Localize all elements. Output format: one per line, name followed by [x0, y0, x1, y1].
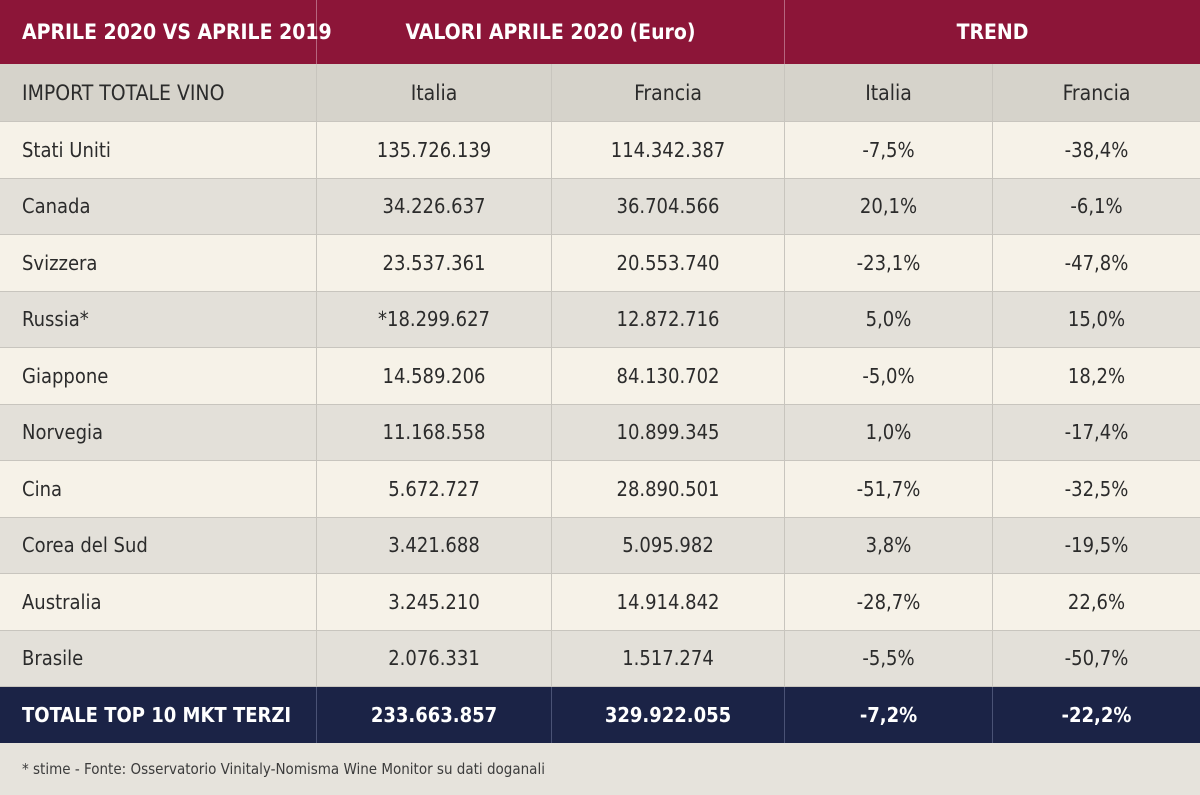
italia-value-cell: *18.299.627	[317, 291, 552, 348]
table-row: Russia* *18.299.627 12.872.716 5,0% 15,0…	[0, 291, 1200, 348]
francia-value-cell: 36.704.566	[552, 178, 785, 235]
table-row: Svizzera 23.537.361 20.553.740 -23,1% -4…	[0, 235, 1200, 292]
table-row: Stati Uniti 135.726.139 114.342.387 -7,5…	[0, 122, 1200, 179]
francia-trend-cell: -47,8%	[993, 235, 1200, 292]
table-row: Corea del Sud 3.421.688 5.095.982 3,8% -…	[0, 517, 1200, 574]
table-row: Norvegia 11.168.558 10.899.345 1,0% -17,…	[0, 404, 1200, 461]
francia-value-cell: 10.899.345	[552, 404, 785, 461]
italia-trend-cell: 3,8%	[785, 517, 993, 574]
italia-value-cell: 34.226.637	[317, 178, 552, 235]
italia-trend-cell: -7,5%	[785, 122, 993, 179]
total-francia-value: 329.922.055	[552, 687, 785, 743]
italia-trend-cell: -5,0%	[785, 348, 993, 405]
italia-value-cell: 14.589.206	[317, 348, 552, 405]
total-francia-trend: -22,2%	[1061, 703, 1132, 727]
francia-trend-cell: 22,6%	[993, 574, 1200, 631]
italia-value-cell: 11.168.558	[317, 404, 552, 461]
title-row: APRILE 2020 VS APRILE 2019 VALORI APRILE…	[0, 0, 1200, 64]
italia-value-cell: 2.076.331	[317, 630, 552, 687]
italia-trend-cell: -28,7%	[785, 574, 993, 631]
francia-trend-cell: -50,7%	[993, 631, 1200, 687]
francia-values-header: Francia	[552, 64, 785, 122]
import-label: IMPORT TOTALE VINO	[0, 64, 317, 122]
subheader-row: IMPORT TOTALE VINO Italia Francia Italia…	[0, 64, 1200, 122]
italia-value-cell: 5.672.727	[317, 461, 552, 518]
francia-trend-cell: 18,2%	[993, 348, 1200, 405]
table-row: Australia 3.245.210 14.914.842 -28,7% 22…	[0, 574, 1200, 631]
country-cell: Stati Uniti	[0, 122, 317, 179]
francia-trend-cell: -19,5%	[993, 518, 1200, 574]
trend-header: TREND	[956, 20, 1029, 44]
francia-value-cell: 12.872.716	[552, 291, 785, 348]
italia-trend-cell: 20,1%	[785, 178, 993, 235]
francia-value-cell: 84.130.702	[552, 348, 785, 405]
italia-trend-cell: 5,0%	[785, 291, 993, 348]
italia-trend-cell: -5,5%	[785, 630, 993, 687]
table-row: Canada 34.226.637 36.704.566 20,1% -6,1%	[0, 178, 1200, 235]
francia-value-cell: 14.914.842	[552, 574, 785, 631]
country-cell: Norvegia	[0, 404, 317, 461]
italia-trend-cell: 1,0%	[785, 404, 993, 461]
italia-trend-cell: -23,1%	[785, 235, 993, 292]
francia-trend-cell: -38,4%	[993, 122, 1200, 179]
values-header: VALORI APRILE 2020 (Euro)	[317, 0, 785, 64]
country-cell: Australia	[0, 574, 317, 631]
francia-trend-cell: 15,0%	[993, 292, 1200, 348]
francia-value-cell: 28.890.501	[552, 461, 785, 518]
total-label: TOTALE TOP 10 MKT TERZI	[0, 687, 317, 743]
table-row: Cina 5.672.727 28.890.501 -51,7% -32,5%	[0, 461, 1200, 518]
italia-value-cell: 135.726.139	[317, 122, 552, 179]
country-cell: Giappone	[0, 348, 317, 405]
francia-value-cell: 1.517.274	[552, 630, 785, 687]
francia-value-cell: 114.342.387	[552, 122, 785, 179]
table-row: Brasile 2.076.331 1.517.274 -5,5% -50,7%	[0, 630, 1200, 687]
francia-trend-cell: -17,4%	[993, 405, 1200, 461]
total-row: TOTALE TOP 10 MKT TERZI 233.663.857 329.…	[0, 687, 1200, 743]
period-header: APRILE 2020 VS APRILE 2019	[0, 0, 332, 64]
francia-value-cell: 5.095.982	[552, 517, 785, 574]
italia-value-cell: 23.537.361	[317, 235, 552, 292]
francia-trend-cell: -32,5%	[993, 461, 1200, 518]
francia-trend-cell: -6,1%	[993, 179, 1200, 235]
country-cell: Russia*	[0, 291, 317, 348]
total-italia-trend: -7,2%	[785, 687, 993, 743]
italia-value-cell: 3.421.688	[317, 517, 552, 574]
italia-trend-header: Italia	[785, 64, 993, 122]
country-cell: Canada	[0, 178, 317, 235]
country-cell: Cina	[0, 461, 317, 518]
wine-import-table: APRILE 2020 VS APRILE 2019 VALORI APRILE…	[0, 0, 1200, 743]
italia-value-cell: 3.245.210	[317, 574, 552, 631]
italia-trend-cell: -51,7%	[785, 461, 993, 518]
total-italia-value: 233.663.857	[317, 687, 552, 743]
francia-value-cell: 20.553.740	[552, 235, 785, 292]
source-footnote: * stime - Fonte: Osservatorio Vinitaly-N…	[22, 760, 545, 778]
country-cell: Corea del Sud	[0, 517, 317, 574]
country-cell: Brasile	[0, 630, 317, 687]
country-cell: Svizzera	[0, 235, 317, 292]
francia-trend-header: Francia	[993, 64, 1200, 122]
table-row: Giappone 14.589.206 84.130.702 -5,0% 18,…	[0, 348, 1200, 405]
italia-values-header: Italia	[317, 64, 552, 122]
